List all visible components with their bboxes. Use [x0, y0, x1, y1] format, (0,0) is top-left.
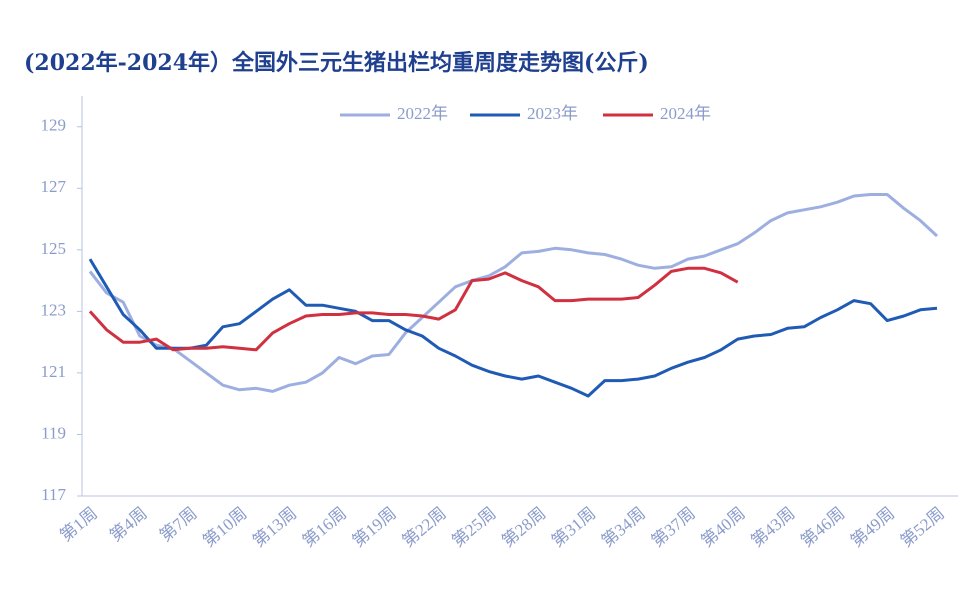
x-tick-label: 第31周 [548, 504, 599, 551]
series-line [88, 258, 938, 398]
x-tick-label: 第43周 [747, 504, 798, 551]
x-tick-label: 第28周 [498, 504, 549, 551]
x-tick-label: 第13周 [249, 504, 300, 551]
x-tick-label: 第25周 [448, 504, 499, 551]
legend-label: 2024年 [660, 104, 711, 123]
y-tick-label: 129 [41, 116, 67, 135]
x-tick-label: 第40周 [698, 504, 749, 551]
x-tick-label: 第16周 [299, 504, 350, 551]
chart-title: (2022年-2024年）全国外三元生猪出栏均重周度走势图(公斤) [24, 50, 649, 76]
x-tick-label: 第34周 [598, 504, 649, 551]
y-tick-label: 127 [41, 177, 67, 196]
y-tick-label: 119 [41, 423, 66, 442]
x-tick-label: 第46周 [797, 504, 848, 551]
x-tick-label: 第22周 [399, 504, 450, 551]
x-tick-label: 第7周 [156, 504, 201, 546]
legend-label: 2022年 [397, 104, 448, 123]
legend-label: 2023年 [527, 104, 578, 123]
x-tick-label: 第19周 [349, 504, 400, 551]
y-tick-label: 123 [41, 300, 67, 319]
x-tick-label: 第4周 [106, 504, 151, 546]
x-tick-label: 第52周 [897, 504, 948, 551]
y-tick-label: 125 [41, 239, 67, 258]
series-line [88, 193, 939, 393]
x-tick-label: 第37周 [648, 504, 699, 551]
x-tick-label: 第49周 [847, 504, 898, 551]
x-tick-label: 第10周 [199, 504, 250, 551]
y-tick-label: 117 [41, 485, 66, 504]
series-line [88, 266, 739, 352]
y-tick-label: 121 [41, 362, 67, 381]
x-tick-label: 第1周 [56, 504, 101, 546]
